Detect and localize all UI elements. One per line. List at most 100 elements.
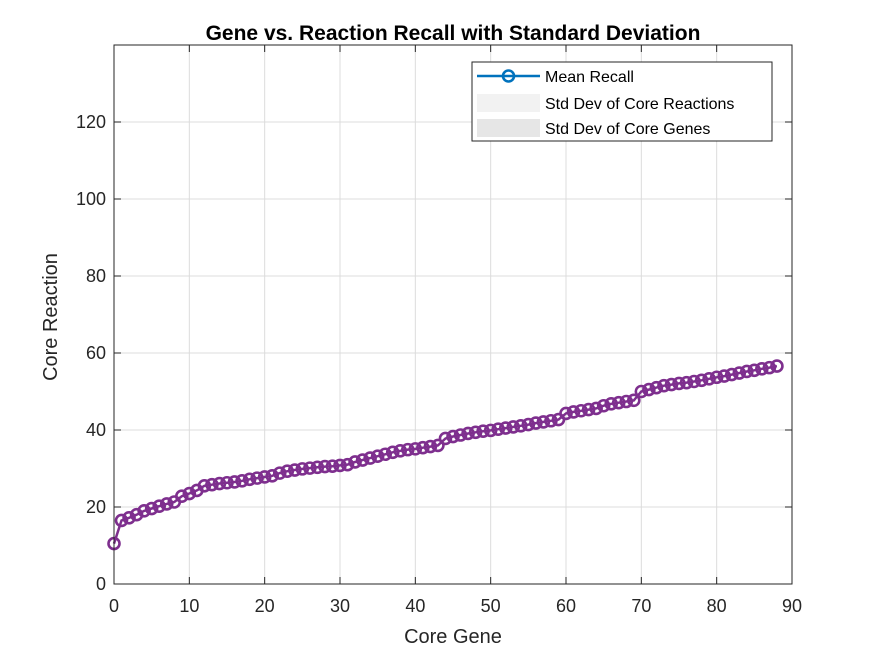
data-point (581, 402, 596, 417)
chart-title: Gene vs. Reaction Recall with Standard D… (206, 22, 701, 45)
data-point (295, 462, 310, 476)
y-tick-label: 60 (86, 343, 106, 363)
data-point (770, 359, 784, 373)
data-point (747, 363, 762, 378)
legend: Mean Recall Std Dev of Core Reactions Std … (471, 61, 773, 142)
x-tick-label: 90 (782, 596, 802, 616)
data-point (529, 416, 543, 430)
data-point (762, 360, 777, 375)
data-point (574, 403, 588, 418)
data-point (559, 406, 573, 421)
data-point (687, 374, 701, 389)
x-tick-label: 50 (481, 596, 501, 616)
data-point (544, 413, 558, 428)
data-point (521, 417, 536, 432)
y-axis-label: Core Reaction (40, 253, 62, 381)
data-point (626, 393, 641, 408)
data-point (491, 422, 506, 437)
data-point (197, 479, 212, 493)
data-point (717, 369, 732, 383)
x-tick-label: 40 (405, 596, 425, 616)
data-point (416, 440, 430, 455)
series-layer (107, 359, 784, 551)
data-point (446, 429, 460, 444)
data-point (212, 476, 227, 491)
data-point (611, 395, 626, 410)
data-point (152, 499, 166, 514)
y-tick-label: 80 (86, 266, 106, 286)
data-point (205, 477, 219, 492)
x-tick-label: 20 (255, 596, 275, 616)
data-point (393, 443, 408, 458)
data-point (325, 459, 340, 473)
data-point (227, 475, 242, 489)
y-tick-label: 0 (96, 574, 106, 594)
data-point (634, 384, 649, 399)
data-point (739, 364, 754, 379)
data-point (385, 445, 400, 460)
x-tick-label: 10 (179, 596, 199, 616)
data-point (498, 421, 513, 435)
data-point (604, 397, 619, 411)
data-point (370, 449, 385, 463)
data-point (513, 418, 528, 433)
data-point (250, 471, 264, 485)
data-point (159, 497, 174, 511)
data-point (355, 453, 370, 467)
y-axis-ticks: 0 20 40 60 80 100 120 (76, 112, 792, 594)
x-tick-label: 80 (707, 596, 727, 616)
data-point (619, 394, 634, 409)
data-point (589, 401, 603, 416)
data-point (755, 361, 769, 376)
data-point (672, 376, 686, 391)
x-tick-label: 0 (109, 596, 119, 616)
data-point (536, 415, 551, 429)
data-point (333, 458, 347, 473)
x-tick-label: 60 (556, 596, 576, 616)
y-tick-label: 120 (76, 112, 106, 132)
data-point (378, 447, 393, 462)
data-point (265, 469, 280, 483)
data-point (137, 504, 151, 518)
legend-marker-sample (501, 69, 516, 83)
data-point (310, 460, 325, 475)
data-point (431, 438, 445, 453)
data-point (363, 451, 377, 465)
legend-entry-label: Std Dev of Core Genes (545, 121, 710, 138)
data-point (303, 461, 317, 475)
data-point (657, 378, 671, 393)
data-point (702, 371, 716, 386)
data-point (280, 464, 295, 478)
x-axis-ticks: 0 10 20 30 40 50 60 70 80 90 (109, 45, 802, 616)
legend-patch-sample (477, 119, 540, 137)
data-point (340, 457, 355, 472)
data-point (272, 466, 287, 480)
y-tick-label: 20 (86, 497, 106, 517)
x-tick-label: 30 (330, 596, 350, 616)
data-point (461, 426, 475, 441)
data-point (242, 472, 257, 487)
data-point (566, 405, 581, 419)
data-point (114, 513, 129, 528)
legend-entry-label: Std Dev of Core Reactions (545, 96, 734, 113)
data-point (220, 475, 234, 490)
axes-box (113, 44, 793, 585)
data-point (438, 431, 453, 446)
data-point (257, 470, 272, 484)
data-point (144, 501, 159, 516)
data-point (423, 439, 438, 454)
data-point (483, 423, 498, 438)
data-point (348, 455, 362, 469)
data-point (664, 377, 679, 392)
data-point (596, 398, 611, 413)
data-point (724, 367, 739, 382)
data-point (476, 424, 490, 438)
data-point (649, 380, 664, 395)
data-point (122, 510, 136, 525)
data-point (694, 373, 709, 388)
y-tick-label: 100 (76, 189, 106, 209)
data-point (182, 486, 197, 501)
x-axis-label: Core Gene (404, 626, 502, 648)
data-point (318, 459, 332, 474)
